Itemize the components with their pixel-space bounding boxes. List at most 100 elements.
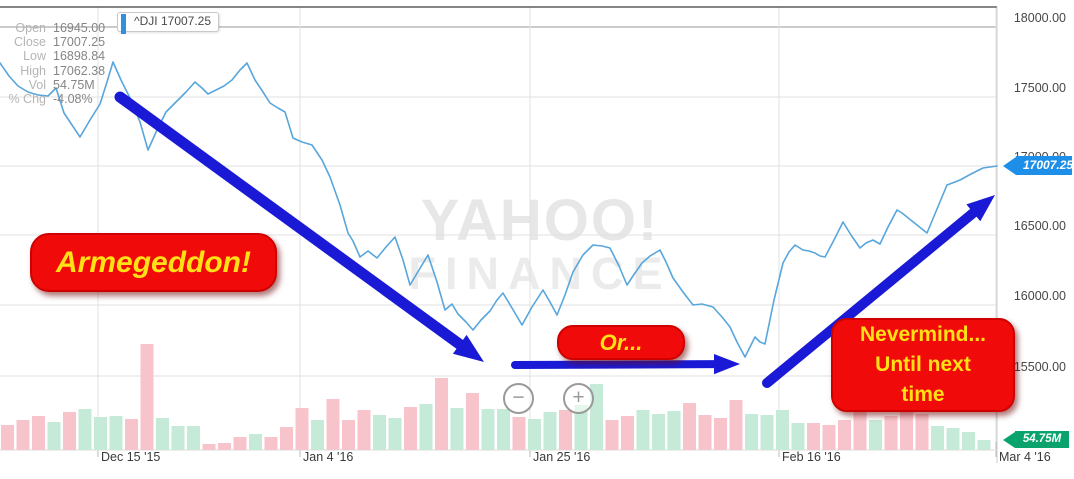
volume-bar — [760, 415, 774, 450]
zoom-out-button[interactable]: − — [503, 383, 534, 414]
legend-value: 17007.25 — [53, 35, 106, 50]
volume-bar — [78, 409, 92, 450]
legend-label: Vol — [28, 77, 46, 92]
volume-bar — [140, 344, 154, 450]
volume-bar — [962, 432, 975, 450]
volume-bar — [745, 414, 758, 450]
volume-bar — [47, 422, 61, 450]
legend-label: Low — [23, 49, 46, 64]
legend-value: 16898.84 — [53, 49, 106, 64]
volume-bar — [63, 412, 76, 450]
legend-label: Open — [15, 21, 46, 35]
y-axis-label: 16000.00 — [1014, 289, 1066, 303]
minus-icon: − — [512, 386, 525, 409]
volume-bar — [32, 416, 45, 450]
volume-bar — [466, 393, 479, 450]
volume-bar — [1, 425, 14, 450]
zoom-in-button[interactable]: + — [563, 383, 594, 414]
volume-bar — [497, 409, 510, 450]
tooltip-crosshair-bar — [121, 14, 126, 34]
volume-bar — [884, 416, 898, 450]
volume-bar — [807, 423, 820, 450]
volume-bar — [621, 416, 634, 450]
legend-row: % Chg -4.08% — [0, 92, 105, 106]
volume-bar — [869, 420, 882, 450]
volume-bar — [373, 415, 386, 450]
annotation-box-nevermind: Nevermind... Until next time — [831, 318, 1015, 412]
volume-bar — [326, 399, 340, 450]
annotation-text: Or... — [599, 329, 643, 355]
annotation-box-armegeddon: Armegeddon! — [30, 233, 277, 292]
legend-label: High — [20, 63, 46, 78]
volume-bar — [187, 426, 200, 450]
volume-bar — [791, 423, 805, 450]
y-axis-label: 16500.00 — [1014, 219, 1066, 233]
volume-bar — [481, 409, 495, 450]
volume-bar — [342, 420, 355, 450]
volume-bar — [109, 416, 123, 450]
legend-row: Vol 54.75M — [0, 78, 105, 92]
legend-row: Close 17007.25 — [0, 35, 105, 49]
legend-row: Open 16945.00 — [0, 21, 105, 35]
legend-value: 16945.00 — [53, 21, 106, 35]
y-axis-label: 15500.00 — [1014, 360, 1066, 374]
volume-bar — [419, 404, 433, 450]
volume-bar — [404, 407, 417, 450]
y-axis-label: 18000.00 — [1014, 11, 1066, 25]
volume-bar — [667, 411, 681, 450]
volume-bar — [16, 420, 30, 450]
legend-value: 54.75M — [53, 77, 95, 92]
x-axis-label: Dec 15 '15 — [101, 450, 160, 464]
legend-row: Low 16898.84 — [0, 49, 105, 63]
last-volume-callout: 54.75M — [1003, 431, 1069, 448]
volume-bar — [838, 420, 851, 450]
annotation-text: Nevermind... Until next time — [859, 323, 987, 406]
volume-bar — [915, 414, 929, 450]
legend-label: % Chg — [8, 92, 46, 107]
x-axis-label: Jan 25 '16 — [533, 450, 590, 464]
volume-bar — [559, 410, 572, 450]
volume-bar — [636, 410, 650, 450]
volume-bar — [450, 408, 464, 450]
legend-value: -4.08% — [53, 92, 93, 107]
volume-bar — [977, 440, 991, 450]
tooltip-text: ^DJI 17007.25 — [134, 14, 212, 28]
ohlc-legend: Open 16945.00 Close 17007.25 Low 16898.84 H… — [0, 21, 105, 106]
callout-pointer-icon — [1003, 156, 1016, 175]
x-axis-label: Jan 4 '16 — [303, 450, 353, 464]
volume-bar — [605, 420, 619, 450]
volume-bar — [714, 418, 727, 450]
volume-bar — [233, 437, 247, 450]
volume-bar — [931, 426, 944, 450]
volume-bar — [822, 425, 836, 450]
price-line — [0, 61, 998, 358]
volume-bar — [435, 378, 448, 450]
callout-pointer-icon — [1003, 431, 1015, 448]
volume-bar — [388, 418, 402, 450]
volume-bar — [946, 428, 960, 450]
volume-bar — [652, 414, 665, 450]
hover-tooltip: ^DJI 17007.25 — [117, 12, 219, 34]
volume-bar — [543, 412, 557, 450]
volume-bar — [202, 444, 216, 450]
last-price-value: 17007.25 — [1016, 156, 1073, 175]
x-axis-label: Mar 4 '16 — [999, 450, 1051, 464]
annotation-text: Armegeddon! — [56, 245, 251, 279]
volume-bar — [512, 417, 526, 450]
annotation-box-or: Or... — [557, 325, 685, 360]
volume-bar — [295, 408, 309, 450]
y-axis-label: 17500.00 — [1014, 81, 1066, 95]
last-price-callout: 17007.25 — [1003, 156, 1073, 175]
volume-bar — [574, 405, 588, 450]
legend-label: Close — [14, 35, 46, 50]
legend-row: High 17062.38 — [0, 64, 105, 78]
volume-bar — [729, 400, 743, 450]
volume-bar — [171, 426, 185, 450]
x-axis-label: Feb 16 '16 — [782, 450, 841, 464]
last-volume-value: 54.75M — [1015, 431, 1069, 448]
volume-bar — [218, 443, 231, 450]
volume-bar — [683, 403, 696, 450]
volume-bar — [125, 419, 138, 450]
